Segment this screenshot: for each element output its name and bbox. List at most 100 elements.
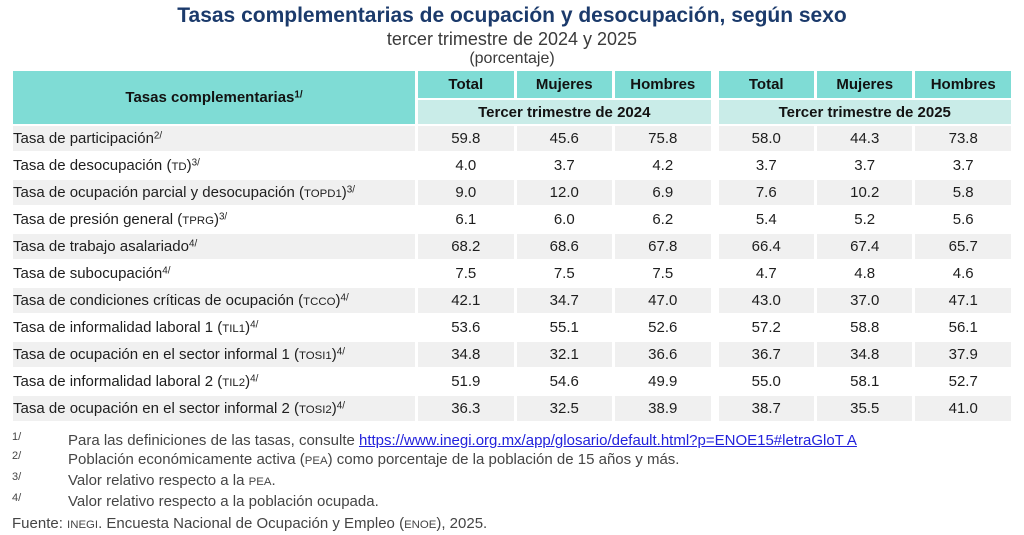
value-cell: 66.4 bbox=[718, 234, 814, 259]
col-header-hombres-2024: Hombres bbox=[615, 71, 711, 98]
value-cell: 4.8 bbox=[816, 261, 913, 286]
table-header: Tasas complementarias1/ Total Mujeres Ho… bbox=[13, 71, 1011, 124]
row-footnote-marker: 2/ bbox=[153, 130, 163, 142]
header-label-text: Tasas complementarias bbox=[125, 89, 295, 106]
footnote: 3/Valor relativo respecto a la PEA. bbox=[12, 471, 1024, 492]
value-cell: 73.8 bbox=[915, 126, 1011, 151]
value-cell: 58.0 bbox=[718, 126, 814, 151]
rates-table: Tasas complementarias1/ Total Mujeres Ho… bbox=[10, 69, 1014, 423]
footnote-marker: 2/ bbox=[12, 450, 22, 462]
year-header-2024: Tercer trimestre de 2024 bbox=[418, 100, 711, 124]
header-label-footnote-marker: 1/ bbox=[294, 89, 303, 101]
row-label-cell: Tasa de informalidad laboral 2 (TIL2)4/ bbox=[13, 369, 416, 394]
small-caps-abbr: TOSI2 bbox=[299, 404, 332, 416]
row-label-cell: Tasa de subocupación4/ bbox=[13, 261, 416, 286]
row-label-cell: Tasa de participación2/ bbox=[13, 126, 416, 151]
table-row: Tasa de trabajo asalariado4/68.2 68.6 67.8… bbox=[13, 234, 1011, 259]
value-cell: 43.0 bbox=[718, 288, 814, 313]
value-cell: 7.5 bbox=[516, 261, 613, 286]
footnote-text: Valor relativo respecto a la PEA. bbox=[68, 472, 276, 489]
value-cell: 67.8 bbox=[615, 234, 711, 259]
page-subtitle: tercer trimestre de 2024 y 2025 bbox=[386, 29, 638, 49]
value-cell: 34.7 bbox=[516, 288, 613, 313]
value-cell: 52.7 bbox=[915, 369, 1011, 394]
value-cell: 4.2 bbox=[615, 153, 711, 178]
value-cell: 4.6 bbox=[915, 261, 1011, 286]
small-caps-abbr: TPRG bbox=[182, 215, 214, 227]
value-cell: 75.8 bbox=[615, 126, 711, 151]
value-cell: 58.1 bbox=[816, 369, 913, 394]
row-label-cell: Tasa de trabajo asalariado4/ bbox=[13, 234, 416, 259]
value-cell: 5.2 bbox=[816, 207, 913, 232]
value-cell: 57.2 bbox=[718, 315, 814, 340]
footnote-marker: 3/ bbox=[12, 471, 22, 483]
small-caps-abbr: PEA bbox=[248, 476, 272, 488]
row-footnote-marker: 4/ bbox=[162, 265, 171, 277]
value-cell: 68.6 bbox=[516, 234, 613, 259]
row-footnote-marker: 4/ bbox=[188, 238, 198, 250]
value-cell: 5.8 bbox=[915, 180, 1011, 205]
value-cell: 67.4 bbox=[816, 234, 913, 259]
value-cell: 5.6 bbox=[915, 207, 1011, 232]
row-label-cell: Tasa de presión general (TPRG)3/ bbox=[13, 207, 416, 232]
row-footnote-marker: 4/ bbox=[336, 346, 345, 358]
column-group-spacer bbox=[714, 153, 716, 178]
row-footnote-marker: 3/ bbox=[346, 184, 356, 196]
row-label-cell: Tasa de ocupación parcial y desocupación… bbox=[13, 180, 416, 205]
column-group-spacer bbox=[714, 369, 716, 394]
col-header-mujeres-2024: Mujeres bbox=[516, 71, 613, 98]
footnote: 2/Población económicamente activa (PEA) … bbox=[12, 450, 1024, 471]
column-group-spacer bbox=[714, 396, 716, 421]
value-cell: 65.7 bbox=[915, 234, 1011, 259]
source-line: Fuente: INEGI. Encuesta Nacional de Ocup… bbox=[12, 515, 488, 532]
table-row: Tasa de ocupación en el sector informal … bbox=[13, 342, 1011, 367]
value-cell: 53.6 bbox=[418, 315, 514, 340]
footnote-text: Para las definiciones de las tasas, cons… bbox=[68, 432, 857, 449]
col-header-mujeres-2025: Mujeres bbox=[816, 71, 913, 98]
value-cell: 38.9 bbox=[615, 396, 711, 421]
value-cell: 47.1 bbox=[915, 288, 1011, 313]
value-cell: 37.0 bbox=[816, 288, 913, 313]
value-cell: 32.1 bbox=[516, 342, 613, 367]
small-caps-abbr: TD bbox=[171, 161, 187, 173]
column-group-spacer bbox=[714, 288, 716, 313]
small-caps-abbr: TIL1 bbox=[222, 323, 246, 335]
row-footnote-marker: 3/ bbox=[191, 157, 200, 169]
value-cell: 56.1 bbox=[915, 315, 1011, 340]
table-row: Tasa de condiciones críticas de ocupació… bbox=[13, 288, 1011, 313]
table-row: Tasa de desocupación (TD)3/4.0 3.7 4.2 3.7 3… bbox=[13, 153, 1011, 178]
table-row: Tasa de subocupación4/7.5 7.5 7.5 4.7 4.8 4.6 bbox=[13, 261, 1011, 286]
value-cell: 45.6 bbox=[516, 126, 613, 151]
small-caps-abbr: TOPD1 bbox=[304, 188, 342, 200]
value-cell: 10.2 bbox=[816, 180, 913, 205]
footnote-link[interactable]: https://www.inegi.org.mx/app/glosario/de… bbox=[359, 432, 857, 449]
value-cell: 41.0 bbox=[915, 396, 1011, 421]
value-cell: 36.6 bbox=[615, 342, 711, 367]
value-cell: 51.9 bbox=[418, 369, 514, 394]
small-caps-abbr: PEA bbox=[304, 455, 328, 467]
value-cell: 3.7 bbox=[915, 153, 1011, 178]
table-row: Tasa de presión general (TPRG)3/6.1 6.0 6.… bbox=[13, 207, 1011, 232]
row-label-cell: Tasa de ocupación en el sector informal … bbox=[13, 342, 416, 367]
row-footnote-marker: 3/ bbox=[218, 211, 228, 223]
small-caps-abbr: ENOE bbox=[404, 519, 437, 531]
row-footnote-marker: 4/ bbox=[336, 400, 345, 412]
value-cell: 34.8 bbox=[418, 342, 514, 367]
value-cell: 58.8 bbox=[816, 315, 913, 340]
column-group-spacer bbox=[714, 261, 716, 286]
footnote: 1/Para las definiciones de las tasas, co… bbox=[12, 431, 1024, 450]
value-cell: 3.7 bbox=[816, 153, 913, 178]
row-footnote-marker: 4/ bbox=[250, 319, 259, 331]
value-cell: 6.1 bbox=[418, 207, 514, 232]
value-cell: 68.2 bbox=[418, 234, 514, 259]
value-cell: 59.8 bbox=[418, 126, 514, 151]
value-cell: 32.5 bbox=[516, 396, 613, 421]
value-cell: 6.2 bbox=[615, 207, 711, 232]
value-cell: 47.0 bbox=[615, 288, 711, 313]
footnotes-section: 1/Para las definiciones de las tasas, co… bbox=[12, 431, 1024, 511]
row-label-cell: Tasa de informalidad laboral 1 (TIL1)4/ bbox=[13, 315, 416, 340]
table-row: Tasa de ocupación parcial y desocupación… bbox=[13, 180, 1011, 205]
footnote-text: Valor relativo respecto a la población o… bbox=[68, 493, 379, 510]
value-cell: 36.3 bbox=[418, 396, 514, 421]
value-cell: 55.1 bbox=[516, 315, 613, 340]
